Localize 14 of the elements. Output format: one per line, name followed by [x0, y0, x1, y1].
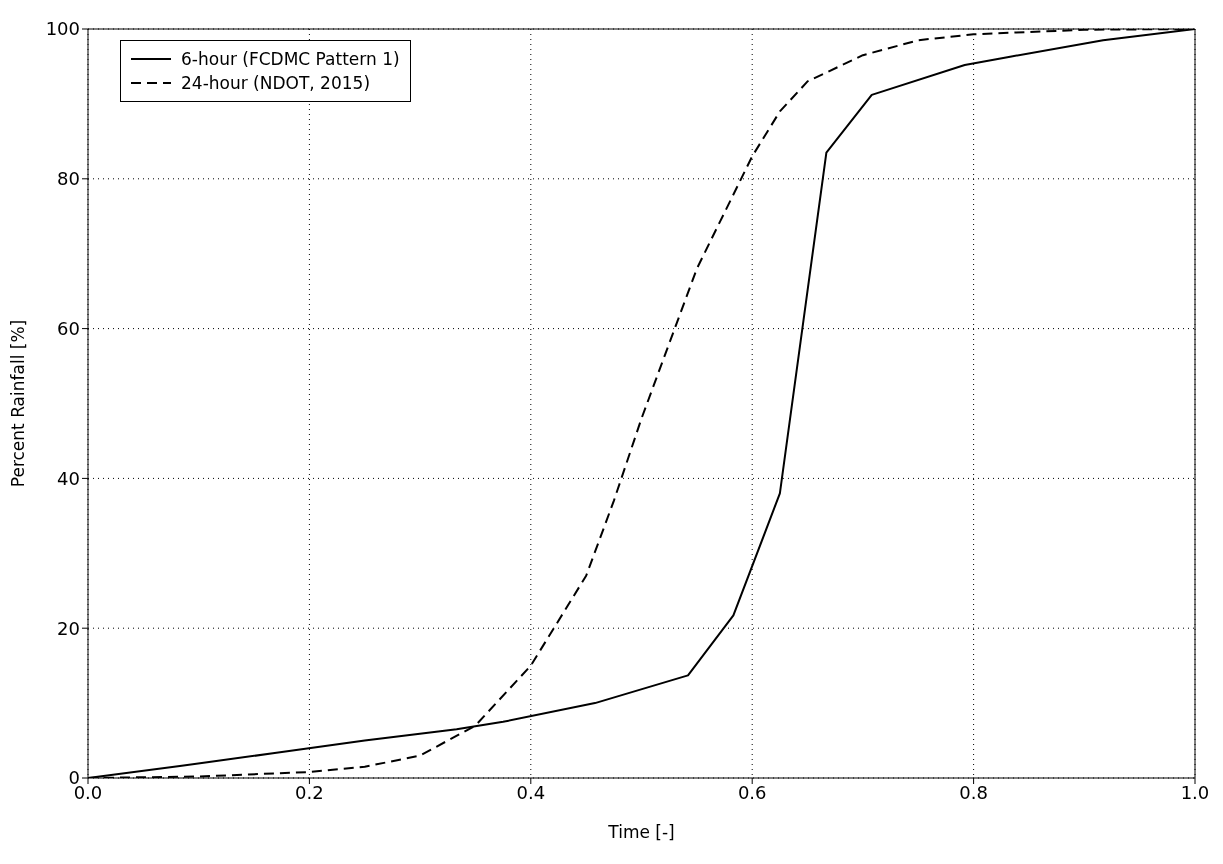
x-axis-title: Time [-] [607, 822, 675, 842]
y-tick-label: 80 [57, 168, 80, 190]
y-tick-label: 60 [57, 317, 80, 339]
x-tick-label: 1.0 [1180, 781, 1210, 803]
y-tick-label: 40 [57, 467, 80, 489]
y-tick-label: 20 [57, 617, 80, 639]
y-tick-label: 100 [45, 18, 80, 40]
legend-label: 24-hour (NDOT, 2015) [181, 72, 371, 95]
y-axis-title: Percent Rainfall [%] [8, 319, 29, 488]
legend-label: 6-hour (FCDMC Pattern 1) [181, 48, 400, 71]
x-tick-label: 0.2 [295, 781, 324, 803]
x-tick-label: 0.8 [959, 781, 988, 803]
x-tick-label: 0.4 [516, 781, 546, 803]
x-tick-label: 0.6 [737, 781, 767, 803]
